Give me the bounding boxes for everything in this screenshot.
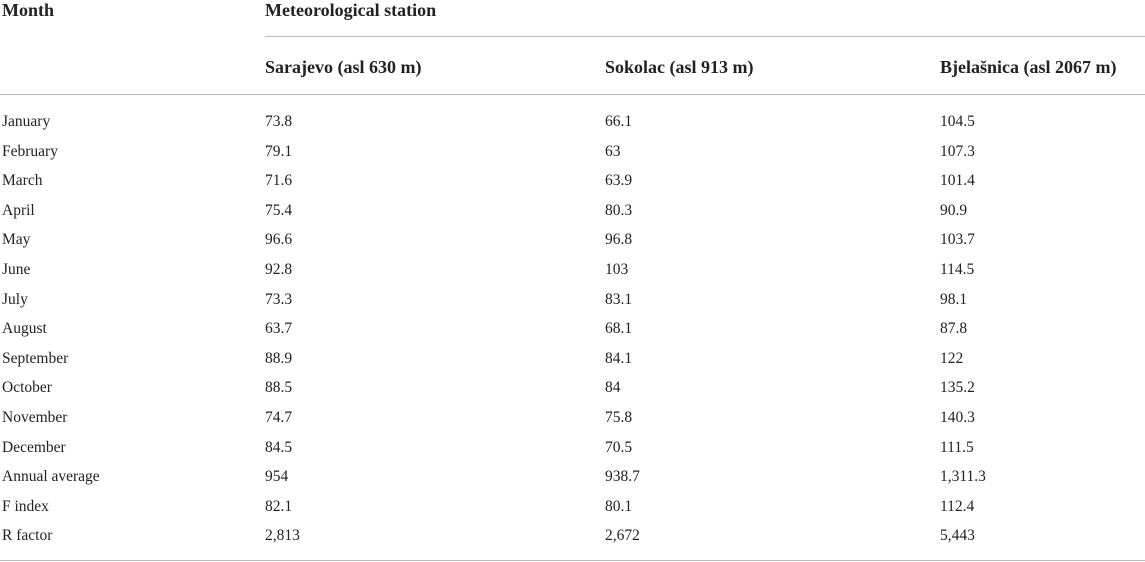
cell-value: 82.1 <box>265 497 293 515</box>
header-month: Month <box>2 0 55 20</box>
cell-value: 70.5 <box>605 438 633 456</box>
row-label: November <box>2 409 68 426</box>
row-label: R factor <box>2 527 53 545</box>
header-station: Bjelašnica (asl 2067 m) <box>940 57 1117 77</box>
cell-value: 2,672 <box>605 527 640 545</box>
row-label: March <box>2 172 43 190</box>
cell-value: 103 <box>605 261 629 278</box>
header-station: Sokolac (asl 913 m) <box>605 57 754 77</box>
cell-value: 73.8 <box>265 113 293 130</box>
cell-value: 111.5 <box>940 438 974 456</box>
cell-value: 135.2 <box>940 379 975 397</box>
cell-value: 68.1 <box>605 320 633 338</box>
cell-value: 98.1 <box>940 290 968 308</box>
header-rule <box>0 94 1145 95</box>
cell-value: 84 <box>605 379 621 397</box>
header-group: Meteorological station <box>265 0 437 20</box>
cell-value: 107.3 <box>940 142 975 160</box>
cell-value: 954 <box>265 468 289 486</box>
cell-value: 83.1 <box>605 290 633 308</box>
cell-value: 104.5 <box>940 113 975 130</box>
cell-value: 1,311.3 <box>940 468 986 486</box>
cell-value: 140.3 <box>940 409 975 426</box>
row-label: July <box>2 290 28 308</box>
row-label: August <box>2 320 47 338</box>
cell-value: 66.1 <box>605 113 633 130</box>
cell-value: 92.8 <box>265 261 293 278</box>
row-label: Annual average <box>2 468 100 486</box>
row-label: December <box>2 438 66 456</box>
cell-value: 71.6 <box>265 172 293 190</box>
cell-value: 63.9 <box>605 172 633 190</box>
cell-value: 84.5 <box>265 438 293 456</box>
cell-value: 101.4 <box>940 172 975 190</box>
cell-value: 103.7 <box>940 231 975 249</box>
header-station: Sarajevo (asl 630 m) <box>265 57 422 77</box>
cell-value: 75.8 <box>605 409 633 426</box>
cell-value: 2,813 <box>265 527 300 545</box>
cell-value: 90.9 <box>940 201 968 219</box>
cell-value: 74.7 <box>265 409 293 426</box>
row-label: May <box>2 231 31 249</box>
row-label: September <box>2 349 69 367</box>
cell-value: 122 <box>940 349 964 367</box>
cell-value: 63.7 <box>265 320 293 338</box>
cell-value: 87.8 <box>940 320 968 338</box>
cell-value: 96.6 <box>265 231 293 249</box>
bottom-rule <box>0 560 1145 561</box>
cell-value: 63 <box>605 142 621 160</box>
cell-value: 75.4 <box>265 201 293 219</box>
cell-value: 88.5 <box>265 379 293 397</box>
row-label: June <box>2 261 31 278</box>
cell-value: 88.9 <box>265 349 293 367</box>
row-label: October <box>2 379 52 397</box>
cell-value: 96.8 <box>605 231 633 249</box>
cell-value: 79.1 <box>265 142 293 160</box>
cell-value: 73.3 <box>265 290 293 308</box>
cell-value: 80.3 <box>605 201 633 219</box>
cell-value: 114.5 <box>940 261 975 278</box>
cell-value: 80.1 <box>605 497 633 515</box>
cell-value: 938.7 <box>605 468 640 486</box>
row-label: F index <box>2 497 49 515</box>
row-label: January <box>2 113 51 130</box>
row-label: February <box>2 142 58 160</box>
cell-value: 84.1 <box>605 349 633 367</box>
row-label: April <box>2 201 35 219</box>
group-rule <box>265 36 1145 37</box>
cell-value: 112.4 <box>940 497 975 515</box>
cell-value: 5,443 <box>940 527 975 545</box>
